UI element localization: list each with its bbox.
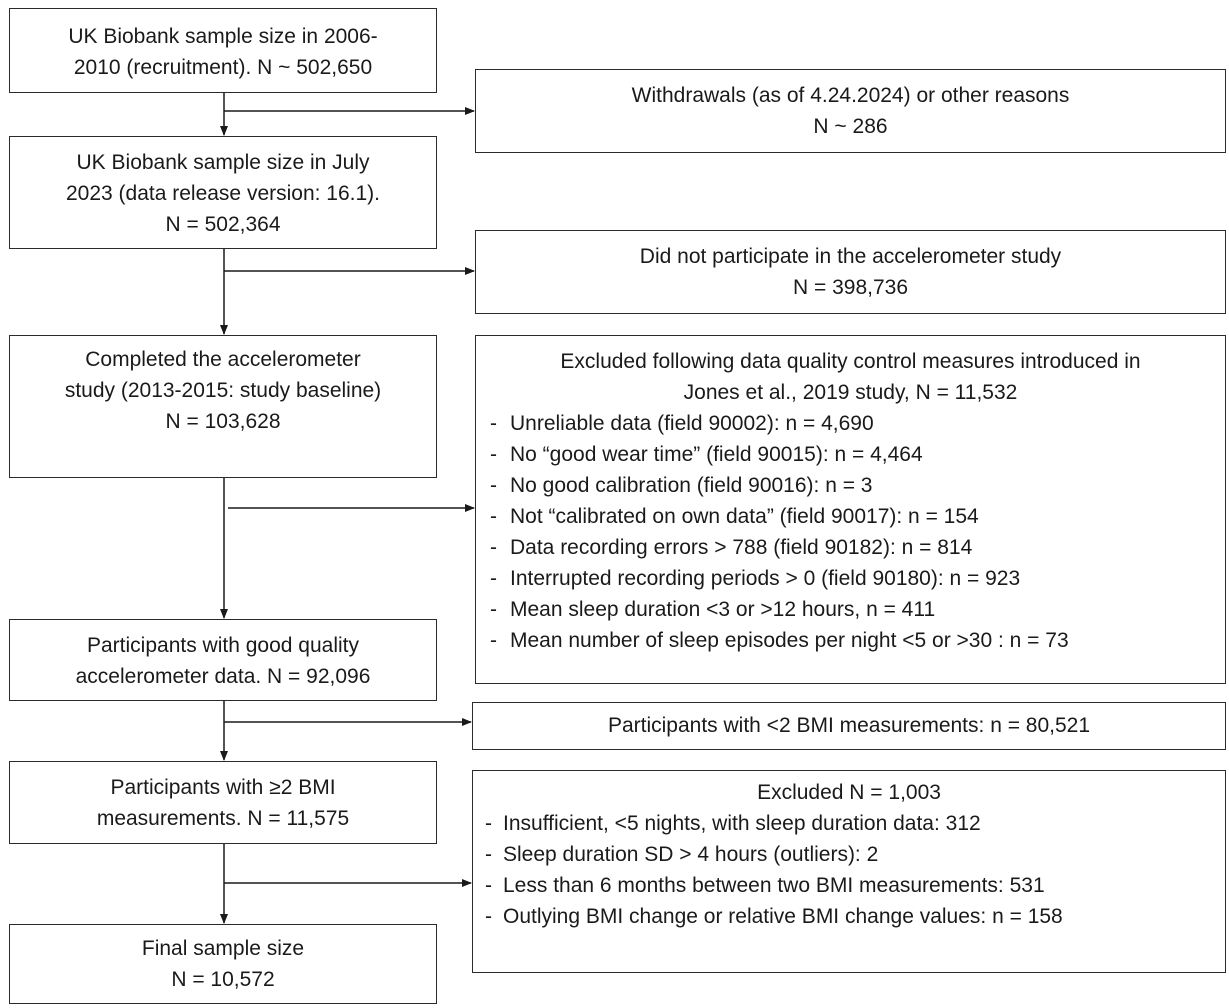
box-line: UK Biobank sample size in July <box>76 151 370 174</box>
list-item: - Mean sleep duration <3 or >12 hours, n … <box>476 594 1225 625</box>
bullet-dash: - <box>485 905 492 928</box>
box-line: Withdrawals (as of 4.24.2024) or other r… <box>631 84 1070 107</box>
box-line: Final sample size <box>141 937 305 960</box>
list-item-text: Outlying BMI change or relative BMI chan… <box>503 905 1063 928</box>
box-line: N = 502,364 <box>165 213 281 236</box>
box-line: 2010 (recruitment). N ~ 502,650 <box>73 56 373 79</box>
main-box-accelerometer: Completed the accelerometer study (2013-… <box>9 335 437 478</box>
bullet-dash: - <box>485 843 492 866</box>
exclusion-box-quality-control: Excluded following data quality control … <box>475 335 1226 684</box>
exclusion-box-withdrawals: Withdrawals (as of 4.24.2024) or other r… <box>475 69 1226 153</box>
bullet-dash: - <box>490 629 497 652</box>
bullet-dash: - <box>490 598 497 621</box>
bullet-dash: - <box>490 505 497 528</box>
bullet-dash: - <box>485 874 492 897</box>
list-item: - Not “calibrated on own data” (field 900… <box>476 501 1225 532</box>
bullet-dash: - <box>490 536 497 559</box>
list-item-text: Insufficient, <5 nights, with sleep dura… <box>503 812 981 835</box>
main-box-final: Final sample size N = 10,572 <box>9 924 437 1004</box>
box-line: Completed the accelerometer <box>85 348 361 371</box>
box-line: 2023 (data release version: 16.1). <box>65 182 381 205</box>
list-item: - No good calibration (field 90016): n = … <box>476 470 1225 501</box>
bullet-dash: - <box>485 812 492 835</box>
box-line: N ~ 286 <box>813 115 888 138</box>
box-line: UK Biobank sample size in 2006- <box>68 25 378 48</box>
list-item-text: Data recording errors > 788 (field 90182… <box>510 536 973 559</box>
exclusion-box-final: Excluded N = 1,003 - Insufficient, <5 nig… <box>472 770 1226 973</box>
bullet-dash: - <box>490 412 497 435</box>
main-box-bmi: Participants with ≥2 BMI measurements. N… <box>9 761 437 844</box>
box-line: accelerometer data. N = 92,096 <box>75 665 371 688</box>
box-header-line: Excluded N = 1,003 <box>757 781 941 804</box>
list-item-text: Interrupted recording periods > 0 (field… <box>510 567 1021 590</box>
main-box-recruitment: UK Biobank sample size in 2006- 2010 (re… <box>9 8 437 93</box>
exclusion-box-no-participation: Did not participate in the accelerometer… <box>475 230 1226 314</box>
list-item-text: No “good wear time” (field 90015): n = 4… <box>510 443 923 466</box>
list-item: - Mean number of sleep episodes per night… <box>476 625 1225 656</box>
list-item: - Insufficient, <5 nights, with sleep dur… <box>473 808 1225 839</box>
list-item: - Unreliable data (field 90002): n = 4,69… <box>476 408 1225 439</box>
bullet-dash: - <box>490 567 497 590</box>
box-line: Did not participate in the accelerometer… <box>639 245 1062 268</box>
list-item: - Sleep duration SD > 4 hours (outliers):… <box>473 839 1225 870</box>
list-item-text: Less than 6 months between two BMI measu… <box>503 874 1045 897</box>
list-item: - Interrupted recording periods > 0 (fiel… <box>476 563 1225 594</box>
list-item-text: Mean number of sleep episodes per night … <box>510 629 1069 652</box>
list-item-text: Unreliable data (field 90002): n = 4,690 <box>510 412 874 435</box>
list-item-text: Not “calibrated on own data” (field 9001… <box>510 505 979 528</box>
list-item-text: Mean sleep duration <3 or >12 hours, n =… <box>510 598 936 621</box>
box-header-line: Excluded following data quality control … <box>560 350 1141 373</box>
list-item-text: No good calibration (field 90016): n = 3 <box>510 474 873 497</box>
bullet-dash: - <box>490 474 497 497</box>
bullet-dash: - <box>490 443 497 466</box>
box-line: study (2013-2015: study baseline) <box>64 379 382 402</box>
main-box-release: UK Biobank sample size in July 2023 (dat… <box>9 136 437 249</box>
list-item: - Less than 6 months between two BMI meas… <box>473 870 1225 901</box>
box-line: Participants with <2 BMI measurements: n… <box>607 714 1091 737</box>
box-line: N = 103,628 <box>165 410 281 433</box>
box-header-line: Jones et al., 2019 study, N = 11,532 <box>683 381 1018 404</box>
list-item: - No “good wear time” (field 90015): n = … <box>476 439 1225 470</box>
box-line: Participants with good quality <box>87 634 359 657</box>
box-line: measurements. N = 11,575 <box>96 807 350 830</box>
list-item: - Outlying BMI change or relative BMI cha… <box>473 901 1225 932</box>
exclusion-box-bmi: Participants with <2 BMI measurements: n… <box>472 702 1226 750</box>
list-item-text: Sleep duration SD > 4 hours (outliers): … <box>503 843 879 866</box>
box-line: N = 10,572 <box>171 968 275 991</box>
box-line: Participants with ≥2 BMI <box>110 776 336 799</box>
main-box-good-quality: Participants with good quality accelerom… <box>9 619 437 701</box>
box-line: N = 398,736 <box>792 276 908 299</box>
list-item: - Data recording errors > 788 (field 9018… <box>476 532 1225 563</box>
